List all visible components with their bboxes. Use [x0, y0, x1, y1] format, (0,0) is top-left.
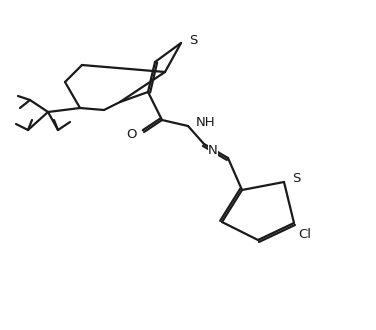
Text: S: S: [189, 35, 197, 48]
Text: S: S: [292, 173, 300, 185]
Text: N: N: [208, 144, 218, 156]
Text: Cl: Cl: [298, 228, 311, 242]
Text: NH: NH: [196, 116, 215, 129]
Text: O: O: [126, 127, 137, 141]
